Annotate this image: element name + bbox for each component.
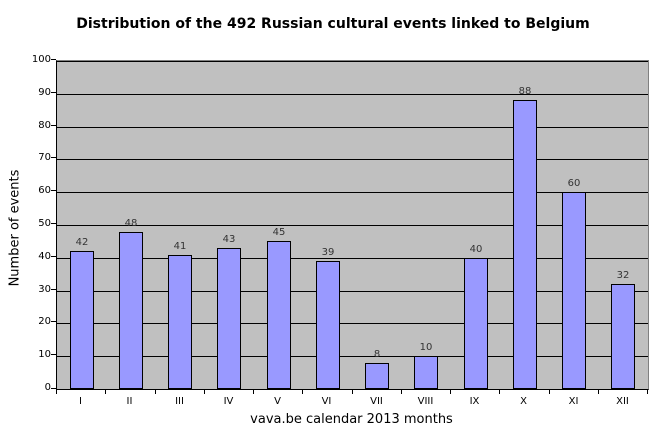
y-tick-mark [51, 388, 56, 389]
x-tick-label: I [79, 396, 82, 407]
bar [365, 363, 389, 389]
y-tick-label: 100 [31, 54, 51, 65]
x-tick-mark [302, 389, 303, 394]
y-tick-mark [51, 91, 56, 93]
y-tick-label: 40 [38, 250, 51, 262]
gridline [57, 159, 648, 161]
gridline [57, 126, 648, 128]
x-tick-mark [155, 389, 156, 394]
bar [414, 356, 438, 389]
bar [611, 284, 635, 389]
gridline [57, 356, 648, 358]
x-tick-mark [253, 389, 254, 394]
gridline [57, 192, 648, 194]
x-tick-label: II [126, 396, 133, 407]
x-tick-mark [352, 389, 353, 394]
y-tick-label: 30 [38, 283, 51, 295]
x-tick-mark [401, 389, 402, 394]
bar-value-label: 42 [75, 237, 89, 248]
y-tick-mark [51, 223, 56, 224]
y-tick-mark [51, 190, 56, 192]
y-tick-mark [51, 124, 56, 126]
bar-value-label: 45 [272, 227, 286, 238]
gridline [57, 257, 648, 259]
bar [562, 192, 586, 389]
x-tick-mark [204, 389, 205, 394]
x-tick-mark [450, 389, 451, 394]
bar [513, 100, 537, 389]
x-tick-label: V [274, 396, 281, 407]
x-tick-label: XII [616, 396, 629, 407]
bar-value-label: 88 [518, 86, 532, 97]
y-tick-mark [51, 321, 56, 323]
x-tick-label: III [175, 396, 184, 407]
y-tick-label: 50 [38, 218, 51, 229]
y-tick-label: 0 [44, 382, 51, 393]
y-tick-mark [51, 255, 56, 257]
chart-title: Distribution of the 492 Russian cultural… [76, 16, 590, 32]
bar-value-label: 48 [124, 218, 138, 229]
bar-value-label: 41 [173, 241, 187, 252]
x-axis-title: vava.be calendar 2013 months [250, 412, 453, 427]
x-tick-mark [499, 389, 500, 394]
x-tick-mark [598, 389, 599, 394]
x-tick-label: XI [568, 396, 579, 407]
gridline [57, 323, 648, 325]
y-tick-label: 60 [38, 185, 51, 197]
y-tick-label: 70 [38, 152, 51, 164]
x-tick-label: VIII [417, 396, 434, 407]
gridline [57, 225, 648, 226]
y-tick-label: 20 [38, 316, 51, 328]
y-tick-mark [51, 354, 56, 356]
bar [267, 241, 291, 389]
plot-area: 42 48 41 43 45 39 8 10 40 88 60 32 [56, 60, 649, 390]
x-tick-mark [647, 389, 648, 394]
bar-value-label: 60 [567, 178, 581, 189]
bar [316, 261, 340, 389]
gridline [57, 290, 648, 292]
bar-value-label: 32 [616, 270, 630, 281]
y-tick-label: 10 [38, 349, 51, 361]
x-tick-label: IX [469, 396, 480, 407]
bar [217, 248, 241, 389]
x-tick-label: VII [370, 396, 383, 407]
bar [70, 251, 94, 389]
x-tick-mark [56, 389, 57, 394]
y-tick-mark [51, 59, 56, 60]
bar-value-label: 40 [469, 244, 483, 255]
y-tick-mark [51, 288, 56, 290]
bar-value-label: 43 [222, 234, 236, 245]
bar-value-label: 8 [373, 349, 381, 360]
x-tick-mark [105, 389, 106, 394]
y-tick-label: 80 [38, 119, 51, 131]
bar-value-label: 39 [321, 247, 335, 258]
gridline [57, 61, 648, 62]
x-tick-mark [549, 389, 550, 394]
bar [119, 232, 143, 389]
bar [464, 258, 488, 389]
gridline [57, 93, 648, 95]
bar [168, 255, 192, 389]
y-tick-mark [51, 157, 56, 159]
y-tick-label: 90 [38, 86, 51, 98]
x-tick-label: VI [321, 396, 332, 407]
x-tick-label: X [520, 396, 527, 407]
bar-value-label: 10 [419, 342, 433, 353]
x-tick-label: IV [223, 396, 234, 407]
